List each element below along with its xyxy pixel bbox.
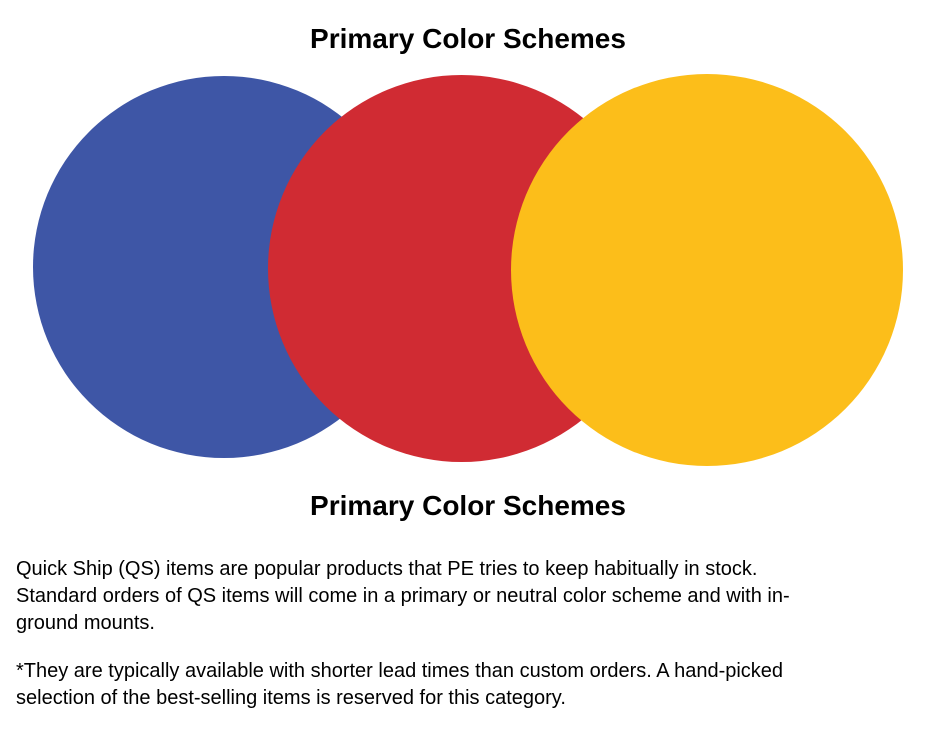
paragraph-footnote: *They are typically available with short… [16, 658, 926, 712]
text-line: ground mounts. [16, 612, 155, 634]
section-title: Primary Color Schemes [310, 490, 626, 521]
yellow-circle [511, 74, 903, 466]
text-line: Standard orders of QS items will come in… [16, 585, 790, 607]
text-line: selection of the best-selling items is r… [16, 687, 566, 709]
body-text: Quick Ship (QS) items are popular produc… [16, 556, 926, 712]
text-line: *They are typically available with short… [16, 660, 784, 682]
text-line: Quick Ship (QS) items are popular produc… [16, 558, 758, 580]
paragraph-quick-ship: Quick Ship (QS) items are popular produc… [16, 556, 926, 637]
page-title: Primary Color Schemes [310, 23, 626, 54]
